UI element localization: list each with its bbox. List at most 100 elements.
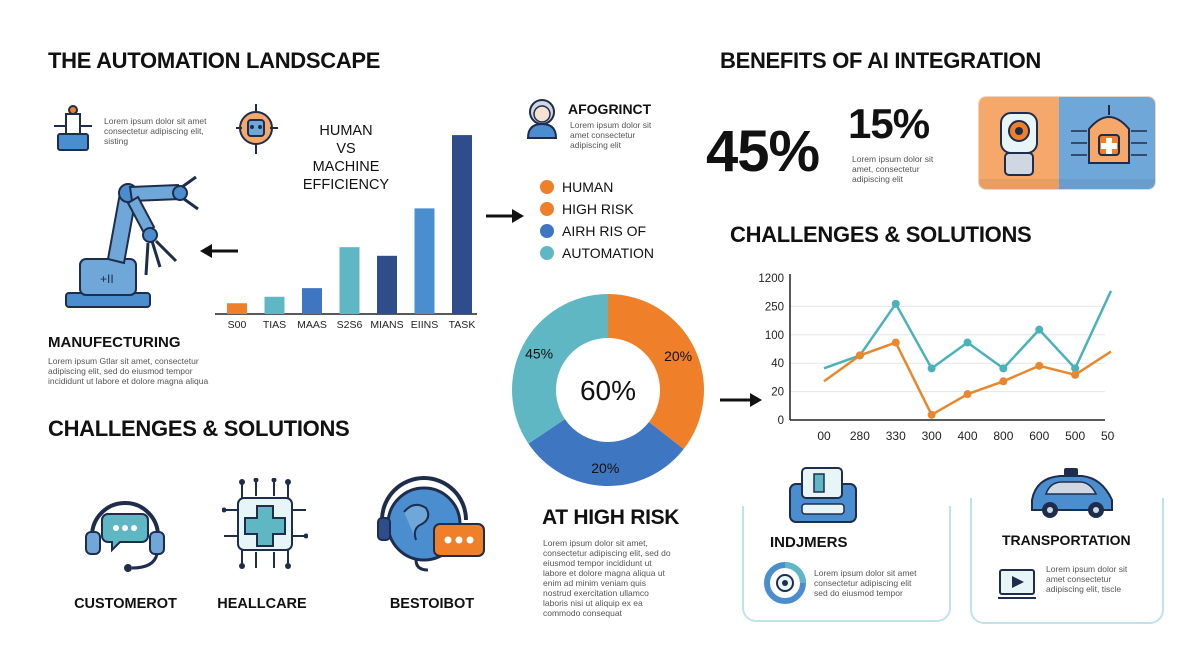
series-point bbox=[891, 338, 900, 347]
legend-label: HIGH RISK bbox=[562, 201, 634, 217]
efficiency-title-line: MACHINE bbox=[312, 159, 380, 175]
x-tick-label: 500 bbox=[1065, 429, 1085, 443]
efficiency-title-line: EFFICIENCY bbox=[302, 177, 390, 193]
bar-tick-label: TASK bbox=[449, 319, 476, 331]
bar-tick-label: TIAS bbox=[263, 319, 286, 331]
right-challenges-title: CHALLENGES & SOLUTIONS bbox=[730, 222, 1032, 247]
bar bbox=[339, 247, 360, 314]
industries-text: Lorem ipsum dolor sit amet consectetur a… bbox=[814, 568, 917, 598]
bar bbox=[414, 208, 435, 314]
y-tick-label: 40 bbox=[771, 358, 784, 370]
bar-tick-label: MIANS bbox=[370, 319, 403, 331]
medical-circuit-icon bbox=[222, 478, 308, 569]
donut-slice bbox=[608, 294, 704, 450]
y-tick-label: 250 bbox=[765, 301, 784, 313]
bar bbox=[452, 135, 472, 314]
series-point bbox=[927, 410, 936, 419]
arrow-right-icon bbox=[720, 393, 762, 407]
y-tick-label: 0 bbox=[778, 415, 784, 427]
persona-title: AFOGRINCT bbox=[568, 101, 652, 117]
person-avatar-icon bbox=[526, 99, 558, 139]
left-section-title: THE AUTOMATION LANDSCAPE bbox=[48, 48, 381, 73]
robot-face-icon bbox=[1000, 112, 1038, 176]
efficiency-bar-chart: S00 TIAS MAAS S2S6 MIANS EIINS TASK bbox=[215, 135, 477, 331]
transportation-text: Lorem ipsum dolor sit amet consectetur a… bbox=[1046, 564, 1128, 594]
healthcare-label: HEALLCARE bbox=[217, 596, 307, 612]
industries-panel bbox=[742, 506, 951, 622]
x-tick-label: 330 bbox=[886, 429, 906, 443]
series-point bbox=[891, 299, 900, 308]
x-tick-label: 600 bbox=[1029, 429, 1049, 443]
chatbot-label: BESTOIBOT bbox=[389, 596, 475, 612]
y-tick-label: 20 bbox=[771, 387, 784, 399]
stat-text: Lorem ipsum dolor sit amet, consectetur … bbox=[852, 154, 934, 184]
gear-cycle-icon bbox=[764, 562, 806, 604]
transportation-panel bbox=[970, 498, 1164, 624]
y-tick-label: 1200 bbox=[758, 273, 784, 285]
manufacturing-text: Lorem ipsum Gtlar sit amet, consectetur … bbox=[48, 356, 209, 386]
donut-slice-label: 20% bbox=[591, 460, 619, 476]
bar bbox=[264, 296, 285, 314]
bar-tick-label: EIINS bbox=[411, 319, 438, 331]
legend-item: AIRH RIS OF bbox=[540, 220, 654, 242]
customer-label: CUSTOMEROT bbox=[74, 596, 177, 612]
industrial-robot-arm-icon: +II bbox=[65, 175, 199, 308]
legend-label: AUTOMATION bbox=[562, 245, 655, 261]
transportation-title: TRANSPORTATION bbox=[1002, 532, 1131, 548]
donut-chart-title: AT HIGH RISK bbox=[542, 506, 680, 529]
legend-label: HUMAN bbox=[562, 179, 614, 195]
series-point bbox=[927, 364, 936, 373]
series-point bbox=[999, 364, 1008, 373]
bar bbox=[377, 255, 397, 314]
right-section-title: BENEFITS OF AI INTEGRATION bbox=[720, 48, 1041, 73]
legend-swatch bbox=[540, 202, 554, 216]
legend-swatch bbox=[540, 224, 554, 238]
series-line bbox=[823, 341, 1112, 417]
arrow-left-icon bbox=[200, 244, 238, 258]
efficiency-title-line: VS bbox=[336, 141, 356, 157]
risk-donut-chart: 20% 20% 45% 60% bbox=[512, 294, 704, 486]
left-challenges-title: CHALLENGES & SOLUTIONS bbox=[48, 416, 350, 441]
donut-hole bbox=[557, 339, 659, 441]
x-tick-label: 280 bbox=[850, 429, 870, 443]
series-point bbox=[963, 390, 972, 399]
donut-slice-label: 20% bbox=[664, 348, 692, 364]
stat-mid: 15% bbox=[848, 100, 930, 147]
gear-robot-icon bbox=[236, 104, 278, 154]
center-body-text: Lorem ipsum dolor sit amet, consectetur … bbox=[543, 538, 671, 618]
x-tick-label: 300 bbox=[922, 429, 942, 443]
series-point bbox=[855, 351, 864, 360]
bar-tick-label: S00 bbox=[228, 319, 247, 331]
chatbot-globe-icon bbox=[377, 476, 485, 572]
bar-tick-label: MAAS bbox=[297, 319, 327, 331]
legend-swatch bbox=[540, 180, 554, 194]
x-tick-label: 500 bbox=[1101, 429, 1115, 443]
series-line bbox=[823, 290, 1113, 370]
efficiency-chart-title: HUMAN VS MACHINE EFFICIENCY bbox=[296, 122, 396, 194]
legend-label: AIRH RIS OF bbox=[562, 223, 647, 239]
donut-slice-label: 45% bbox=[525, 345, 553, 361]
bar bbox=[302, 288, 322, 314]
series-point bbox=[963, 338, 972, 347]
bar bbox=[227, 303, 247, 314]
legend-item: HIGH RISK bbox=[540, 198, 654, 220]
stat-big: 45% bbox=[706, 119, 820, 184]
robot-card bbox=[978, 96, 1156, 190]
svg-text:+II: +II bbox=[100, 272, 114, 286]
legend-item: AUTOMATION bbox=[540, 242, 654, 264]
series-point bbox=[1035, 325, 1044, 334]
persona-text: Lorem ipsum dolor sit amet consectetur a… bbox=[570, 120, 652, 150]
autonomous-car-icon bbox=[1031, 468, 1113, 518]
y-tick-label: 100 bbox=[765, 330, 784, 342]
factory-machine-icon bbox=[789, 467, 857, 523]
robot-arm-small-icon bbox=[54, 105, 92, 151]
arrow-right-icon bbox=[486, 209, 524, 223]
donut-slice bbox=[512, 294, 608, 444]
series-point bbox=[1035, 361, 1044, 370]
medical-robot-icon bbox=[1071, 105, 1147, 164]
donut-center-label: 60% bbox=[580, 375, 636, 406]
industries-title: INDJMERS bbox=[770, 534, 848, 551]
series-point bbox=[1071, 370, 1080, 379]
legend-item: HUMAN bbox=[540, 176, 654, 198]
headset-chat-icon bbox=[85, 501, 165, 572]
